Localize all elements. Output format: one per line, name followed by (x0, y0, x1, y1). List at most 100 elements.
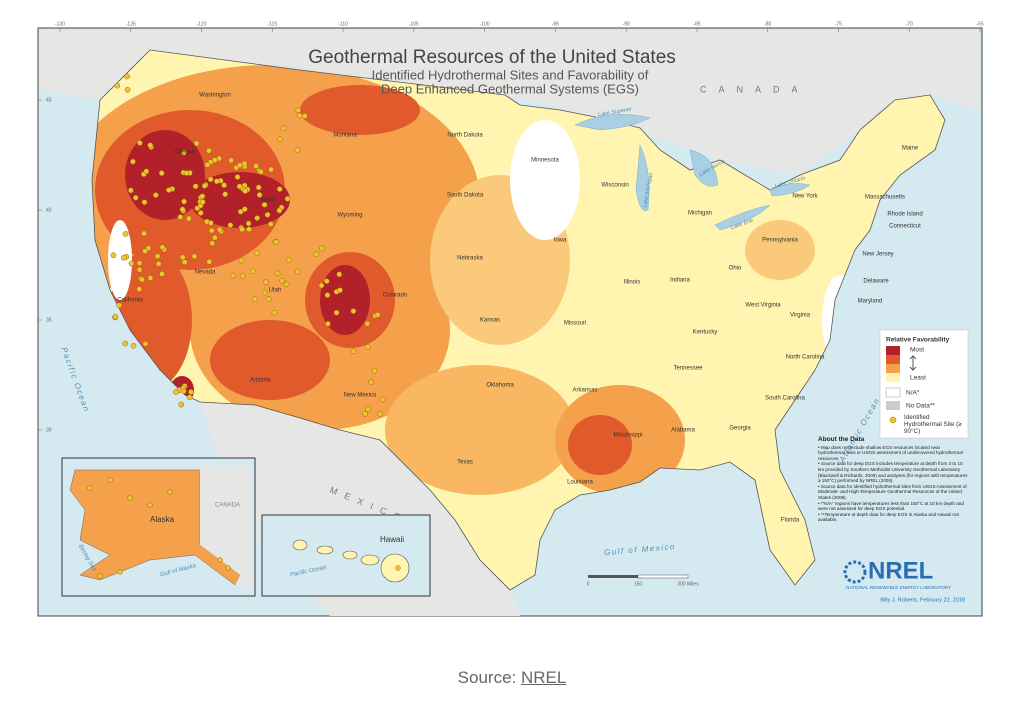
site-symbol (147, 142, 154, 149)
site-symbol (230, 272, 236, 279)
lat-tick-label: 45 (46, 97, 52, 103)
state-label: North Dakota (447, 133, 483, 139)
state-label: Idaho (260, 198, 276, 204)
map-subtitle: Deep Enhanced Geothermal Systems (EGS) (381, 81, 639, 96)
site-symbol (337, 287, 343, 294)
state-label: Georgia (729, 426, 751, 432)
site-symbol (141, 230, 147, 237)
site-symbol (199, 193, 206, 200)
caption-prefix: Source: (457, 668, 517, 687)
site-symbol (239, 272, 246, 279)
legend-item: Identified Hydrothermal Site (≥ 90°C) (904, 414, 962, 435)
site-symbol (319, 245, 325, 252)
site-symbol (318, 282, 325, 289)
state-label: Ohio (729, 266, 742, 272)
credit: Billy J. Roberts, February 22, 2018 (880, 597, 965, 603)
logo-name: NREL (868, 557, 933, 584)
lon-tick-label: -115 (267, 21, 277, 27)
site-symbol (227, 222, 234, 228)
site-symbol (158, 170, 165, 176)
state-label: West Virginia (745, 303, 781, 309)
site-symbol (364, 320, 371, 327)
site-symbol (380, 396, 386, 403)
site-symbol (130, 342, 137, 349)
site-symbol (191, 253, 198, 260)
logo-subtitle: NATIONAL RENEWABLE ENERGY LABORATORY (846, 585, 951, 590)
logo: NREL NATIONAL RENEWABLE ENERGY LABORATOR… (843, 557, 951, 590)
site-symbol (107, 477, 113, 483)
site-symbol (374, 311, 381, 318)
site-symbol (377, 411, 384, 417)
hydrothermal-sites (87, 73, 386, 579)
site-symbol (122, 340, 129, 347)
site-symbol (206, 147, 212, 154)
site-symbol (276, 207, 283, 214)
lon-tick-label: -95 (552, 21, 559, 27)
legend-item: N/A* (906, 390, 920, 397)
state-label: Michigan (688, 211, 712, 217)
site-symbol (209, 240, 216, 247)
about-title: About the Data (818, 436, 865, 443)
site-symbol (268, 166, 274, 173)
site-symbol (211, 234, 218, 241)
alaska-inset: Alaska CANADA Bering Sea Gulf of Alaska (61, 457, 256, 597)
site-symbol (199, 199, 206, 205)
site-symbol (152, 192, 159, 198)
lon-tick-label: -130 (55, 21, 65, 27)
site-symbol (295, 107, 302, 114)
site-symbol (128, 260, 135, 267)
site-symbol (213, 178, 220, 185)
site-symbol (97, 573, 103, 579)
site-symbol (296, 112, 303, 119)
site-symbol (117, 569, 123, 575)
site-symbol (136, 266, 143, 273)
about-data: About the Data • Map does not include sh… (818, 436, 968, 523)
site-symbol (295, 268, 301, 275)
state-label: New Jersey (862, 252, 893, 258)
site-symbol (124, 86, 131, 93)
site-symbol (362, 410, 368, 417)
site-symbol (279, 277, 286, 284)
country-label: CANADA (700, 84, 810, 94)
site-symbol (183, 170, 190, 176)
site-symbol (130, 158, 136, 165)
site-symbol (110, 252, 117, 259)
site-symbol (236, 183, 243, 190)
about-note: • Map does not include shallow EGS resou… (818, 444, 963, 461)
site-symbol (217, 557, 223, 563)
site-symbol (265, 296, 272, 303)
site-symbol (254, 215, 261, 221)
state-label: Texas (457, 460, 473, 466)
site-symbol (242, 188, 249, 194)
site-symbol (268, 221, 274, 227)
site-symbol (364, 344, 371, 350)
site-symbol (188, 389, 194, 395)
site-symbol (207, 176, 214, 183)
lon-tick-label: -70 (906, 21, 913, 27)
site-symbol (193, 140, 200, 147)
legend-item: Most (910, 347, 924, 354)
site-symbol (127, 495, 133, 501)
site-symbol (263, 279, 269, 286)
site-symbol (142, 248, 148, 254)
site-symbol (180, 388, 187, 395)
state-label: Arizona (250, 378, 271, 384)
state-label: Maryland (858, 299, 883, 305)
site-symbol (325, 320, 331, 327)
inset-label: Hawaii (380, 535, 404, 544)
state-label: Iowa (554, 238, 567, 244)
site-symbol (142, 340, 149, 347)
site-symbol (178, 401, 185, 408)
lon-tick-label: -120 (197, 21, 207, 27)
lat-tick-label: 40 (46, 207, 52, 213)
site-symbol (313, 251, 320, 258)
state-label: Mississippi (613, 433, 642, 439)
site-symbol (159, 271, 165, 277)
site-symbol (165, 187, 172, 193)
site-symbol (206, 258, 213, 265)
state-label: North Carolina (786, 355, 825, 361)
source-link[interactable]: NREL (520, 668, 567, 687)
lon-tick-label: -125 (126, 21, 136, 27)
state-label: South Dakota (447, 193, 484, 199)
site-symbol (185, 215, 192, 222)
